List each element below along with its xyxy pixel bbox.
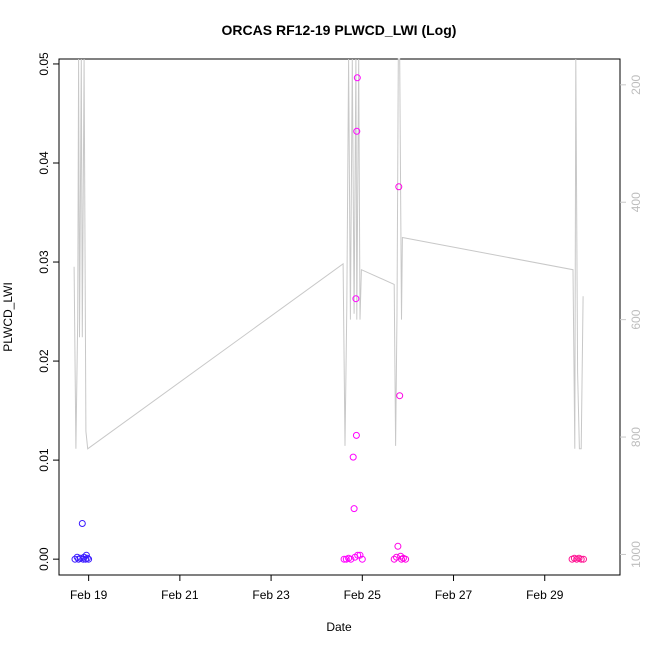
data-point-2-8 — [402, 555, 410, 563]
data-point-2-2 — [394, 542, 402, 550]
x-tick-label-1: Feb 21 — [161, 588, 199, 602]
x-tick-label-2: Feb 23 — [252, 588, 290, 602]
data-point-0-8 — [82, 551, 90, 559]
y-tick-label-0: 0.00 — [37, 547, 51, 571]
x-tick-label-4: Feb 27 — [435, 588, 473, 602]
y2-tick-label-4: 1000 — [629, 541, 643, 568]
data-point-3-5 — [580, 555, 587, 563]
data-point-1-10 — [353, 74, 361, 82]
y-tick-label-1: 0.01 — [37, 448, 51, 472]
data-point-1-8 — [352, 431, 360, 439]
y2-tick-label-1: 400 — [629, 192, 643, 212]
data-point-1-13 — [358, 555, 366, 563]
y-tick-label-3: 0.03 — [37, 250, 51, 274]
x-tick-label-5: Feb 29 — [526, 588, 564, 602]
y-tick-label-5: 0.05 — [37, 52, 51, 76]
data-point-1-0 — [340, 555, 348, 563]
chart-title: ORCAS RF12-19 PLWCD_LWI (Log) — [222, 22, 457, 38]
y-axis: 0.00 0.01 0.02 0.03 0.04 0.05 — [37, 52, 59, 571]
data-point-0-9 — [83, 554, 91, 562]
data-point-1-7 — [352, 295, 360, 303]
data-point-2-0 — [390, 555, 398, 563]
data-point-0-6 — [80, 553, 88, 561]
x-axis: Feb 19 Feb 21 Feb 23 Feb 25 Feb 27 Feb 29 — [70, 575, 564, 602]
data-point-1-4 — [349, 453, 357, 461]
data-point-0-10 — [85, 555, 93, 563]
data-point-1-12 — [356, 551, 364, 559]
y2-tick-label-3: 800 — [629, 427, 643, 447]
data-point-1-5 — [350, 505, 358, 513]
data-point-3-4 — [577, 555, 585, 563]
right-axis: 200 400 600 800 1000 — [620, 74, 643, 568]
x-tick-label-3: Feb 25 — [344, 588, 382, 602]
data-point-1-3 — [347, 555, 355, 563]
x-axis-label: Date — [326, 620, 352, 634]
data-point-2-3 — [395, 183, 403, 191]
plot-area — [58, 58, 621, 576]
y2-tick-label-0: 200 — [629, 74, 643, 94]
points-layer — [71, 74, 587, 563]
x-tick-label-0: Feb 19 — [70, 588, 108, 602]
data-point-0-4 — [78, 520, 86, 527]
line-series-layer — [73, 58, 584, 450]
data-point-2-4 — [396, 392, 404, 400]
data-point-1-11 — [354, 551, 362, 559]
y-tick-label-4: 0.04 — [37, 151, 51, 175]
data-point-1-9 — [353, 127, 361, 135]
y2-tick-label-2: 600 — [629, 309, 643, 329]
y-tick-label-2: 0.02 — [37, 349, 51, 373]
y-axis-label: PLWCD_LWI — [1, 282, 15, 352]
data-point-0-1 — [73, 553, 81, 561]
line-series — [73, 58, 584, 450]
